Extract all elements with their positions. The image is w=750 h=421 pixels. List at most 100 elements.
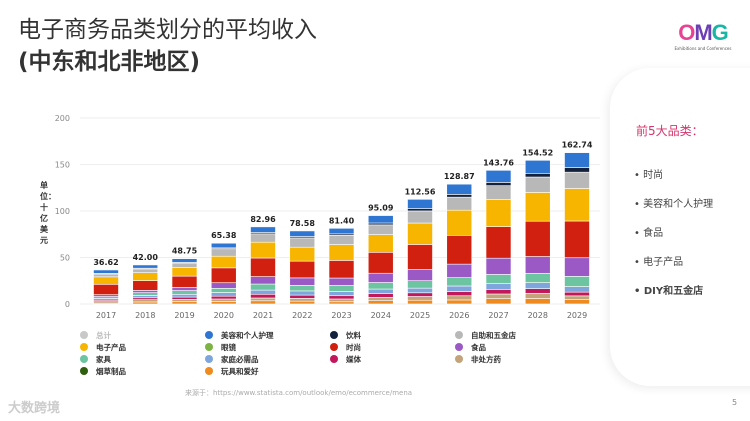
bar-segment <box>210 292 237 297</box>
bar-segment <box>210 248 237 257</box>
legend-item: 非处方药 <box>455 354 560 365</box>
x-tick-label: 2020 <box>214 311 234 320</box>
list-item: 电子产品 <box>634 253 713 282</box>
legend-label: 食品 <box>471 343 486 352</box>
legend-item: 电子产品 <box>80 342 205 353</box>
bar-segment <box>93 276 119 285</box>
y-tick-label: 200 <box>55 114 70 123</box>
legend-label: 总计 <box>96 331 111 340</box>
bar-segment <box>485 257 512 275</box>
bar-segment <box>171 296 198 300</box>
bar-segment <box>289 298 316 302</box>
page-title: 电子商务品类划分的平均收入 (中东和北非地区) <box>18 14 317 78</box>
bar-segment <box>524 272 551 283</box>
x-tick-label: 2019 <box>174 311 194 320</box>
legend-item: 自助和五金店 <box>455 330 560 341</box>
x-tick-label: 2028 <box>528 311 548 320</box>
legend-label: 时尚 <box>346 343 361 352</box>
bar-segment <box>250 300 276 305</box>
bar-segment <box>367 293 394 298</box>
legend-swatch <box>80 367 88 375</box>
bar-segment <box>446 263 473 278</box>
legend-swatch <box>330 343 338 351</box>
bar-segment <box>250 257 276 277</box>
bar-segment <box>171 262 198 268</box>
legend-item: 饮料 <box>330 330 455 341</box>
logo-subtitle: Exhibitions and Conferences <box>674 46 732 51</box>
bar-segment <box>407 287 433 294</box>
bar-segment <box>132 268 159 273</box>
bar-segment <box>367 224 394 235</box>
stacked-bar-chart: 0 50 100 150 200 36.62 2017 42.00 2018 48.75 2019 6… <box>55 114 600 320</box>
top-categories-panel: 前5大品类： 时尚 美容和个人护理 食品 电子产品 DIY和五金店 <box>610 68 750 386</box>
bar-segment <box>289 300 316 305</box>
bar-segment <box>210 298 237 302</box>
bar-segment <box>524 159 551 174</box>
legend-swatch <box>80 343 88 351</box>
legend-label: 媒体 <box>346 355 361 364</box>
bar-segment <box>446 194 473 198</box>
bar-total-label: 128.87 <box>444 172 475 181</box>
bar-segment <box>524 292 551 299</box>
bar-segment <box>524 192 551 222</box>
bar-segment <box>93 283 119 295</box>
x-tick-label: 2021 <box>253 311 273 320</box>
bar-segment <box>250 293 276 299</box>
bar-segment <box>485 298 512 305</box>
bar-segment <box>367 282 394 290</box>
bar-segment <box>367 288 394 294</box>
bar-segment <box>289 237 316 248</box>
legend-swatch <box>205 343 213 351</box>
bar-segment <box>289 230 316 237</box>
bar-segment <box>289 290 316 296</box>
bar-segment <box>524 298 551 305</box>
bar-segment <box>564 171 590 189</box>
source-note: 来源于：https://www.statista.com/outlook/emo… <box>185 389 413 397</box>
bar-segment <box>289 260 316 279</box>
bar-segment <box>446 183 473 195</box>
bar-segment <box>132 295 159 299</box>
legend-swatch <box>455 355 463 363</box>
bar-segment <box>210 242 237 249</box>
list-item: 时尚 <box>634 166 713 195</box>
chart-legend: 总计 美容和个人护理 饮料 自助和五金店 电子产品 眼镜 时尚 食品 家具 家庭必需品 媒体 非处方药… <box>80 330 560 377</box>
bar-segment <box>132 301 159 305</box>
bar-segment <box>328 285 355 292</box>
legend-label: 非处方药 <box>471 355 501 364</box>
bar-segment <box>564 152 590 168</box>
legend-item: 总计 <box>80 330 205 341</box>
legend-swatch <box>455 331 463 339</box>
legend-swatch <box>205 331 213 339</box>
bar-segment <box>407 199 433 209</box>
bar-segment <box>250 226 276 233</box>
bar-segment <box>210 301 237 305</box>
bar-total-label: 48.75 <box>172 247 198 256</box>
legend-label: 烟草制品 <box>96 367 126 376</box>
bar-segment <box>524 256 551 274</box>
legend-swatch <box>330 331 338 339</box>
list-item: 美容和个人护理 <box>634 195 713 224</box>
bar-segment <box>132 290 159 293</box>
legend-swatch <box>80 331 88 339</box>
title-line2: (中东和北非地区) <box>18 49 201 75</box>
legend-item: 烟草制品 <box>80 366 205 377</box>
bar-segment <box>485 199 512 227</box>
legend-label: 玩具和爱好 <box>221 367 259 376</box>
bar-segment <box>132 292 159 296</box>
y-axis-unit-label: 单位：十亿美元 <box>40 181 56 245</box>
bar-segment <box>407 210 433 224</box>
bar-segment <box>171 258 198 263</box>
bar-segment <box>564 276 590 287</box>
bar-segment <box>524 173 551 178</box>
x-tick-label: 2017 <box>96 311 116 320</box>
legend-swatch <box>205 367 213 375</box>
bar-segment <box>93 269 119 274</box>
bar-segment <box>446 291 473 297</box>
bar-segment <box>407 292 433 297</box>
bar-segment <box>524 288 551 294</box>
bar-segment <box>485 293 512 299</box>
bar-total-label: 162.74 <box>562 141 593 150</box>
bar-segment <box>524 220 551 257</box>
bar-segment <box>407 299 433 305</box>
legend-label: 自助和五金店 <box>471 331 516 340</box>
